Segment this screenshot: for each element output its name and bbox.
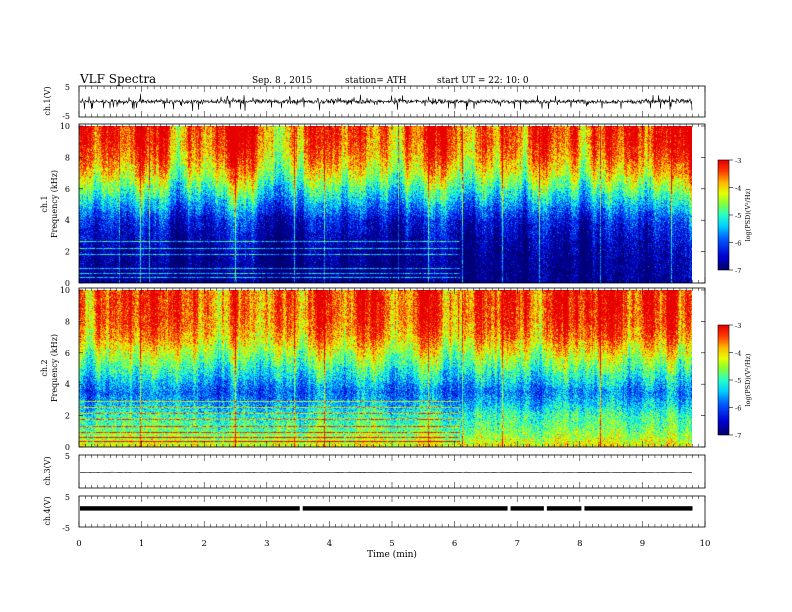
frequency-tick-label: 10	[60, 122, 70, 131]
colorbar-tick-label: -3	[735, 157, 741, 165]
ch1-spectrogram	[79, 126, 692, 283]
frequency-tick-label: 2	[65, 412, 70, 421]
ch3-ylabel: ch.3(V)	[43, 456, 52, 485]
ch4-segment	[302, 506, 508, 511]
ch4-ytick-top: 5	[65, 493, 70, 502]
ch3-waveform-panel: 5 ch.3(V)	[43, 452, 706, 489]
ch1-spectrogram-panel: 0 2 4 6 8 10 ch.1 Frequency (kHz)	[40, 122, 706, 288]
time-tick-label: 1	[139, 539, 144, 549]
ch2-spectrogram-panel: 0 2 4 6 8 10 ch.2 Frequency (kHz)	[40, 286, 706, 452]
ch2-colorbar: -3 -4 -5 -6 -7 log(PSD)(V²/Hz)	[717, 322, 752, 440]
colorbar-tick-label: -7	[735, 432, 741, 440]
ch2-colorbar-scale	[718, 325, 729, 435]
figure-title: VLF Spectra	[79, 72, 156, 86]
time-tick-label: 2	[201, 539, 206, 549]
ch1-colorbar-label: log(PSD)(V²/Hz)	[744, 188, 752, 241]
time-axis-label: Time (min)	[367, 549, 417, 560]
frequency-tick-label: 8	[65, 317, 70, 326]
frequency-tick-label: 4	[65, 216, 70, 225]
time-tick-label: 8	[577, 539, 582, 549]
frequency-tick-label: 10	[60, 286, 70, 295]
frequency-tick-label: 0	[65, 443, 70, 452]
ch1-frequency-label: Frequency (kHz)	[50, 170, 59, 238]
ch1-waveform-trace	[79, 93, 693, 112]
ch4-ylabel: ch.4(V)	[43, 496, 52, 525]
colorbar-tick-label: -6	[735, 405, 741, 413]
ch2-spectrogram	[79, 290, 692, 447]
ch4-waveform-panel: 5 -5 ch.4(V)	[43, 493, 706, 533]
ch2-frequency-label: Frequency (kHz)	[50, 334, 59, 402]
frequency-tick-label: 4	[65, 380, 70, 389]
time-tick-label: 0	[76, 539, 81, 549]
time-axis-labels: 0 1 2 3 4 5 6 7 8 9 10	[76, 539, 710, 549]
ch1-colorbar-scale	[718, 160, 729, 270]
time-tick-label: 10	[700, 539, 711, 549]
colorbar-tick-label: -4	[735, 185, 741, 193]
ch2-channel-label: ch.2	[40, 359, 49, 376]
time-tick-label: 5	[389, 539, 394, 549]
colorbar-tick-label: -6	[735, 240, 741, 248]
time-tick-label: 7	[514, 539, 519, 549]
ch1-waveform-panel: 5 -5 ch.1(V)	[43, 83, 706, 121]
date-label: Sep. 8 , 2015	[252, 76, 312, 86]
frequency-tick-label: 6	[65, 349, 70, 358]
ch3-waveform-trace	[80, 471, 693, 474]
ch1-channel-label: ch.1	[40, 195, 49, 212]
frequency-tick-label: 0	[65, 279, 70, 288]
ch3-ytick-top: 5	[65, 452, 70, 461]
ch4-segment	[80, 506, 300, 511]
station-label: station= ATH	[345, 76, 407, 86]
ch4-ytick-bottom: -5	[62, 524, 70, 533]
ch4-segment	[546, 506, 582, 511]
colorbar-tick-label: -7	[735, 267, 741, 275]
ch1-colorbar: -3 -4 -5 -6 -7 log(PSD)(V²/Hz)	[717, 157, 752, 275]
ch2-colorbar-ticks: -3 -4 -5 -6 -7	[729, 322, 741, 440]
colorbar-tick-label: -5	[735, 212, 741, 220]
colorbar-tick-label: -5	[735, 377, 741, 385]
time-axis-ticks	[78, 86, 706, 527]
ch1-ytick-top: 5	[65, 83, 70, 92]
ch4-waveform-trace	[80, 506, 693, 511]
frequency-tick-label: 2	[65, 248, 70, 257]
colorbar-tick-label: -4	[735, 350, 741, 358]
time-tick-label: 3	[264, 539, 269, 549]
time-tick-label: 9	[640, 539, 645, 549]
time-tick-label: 6	[452, 539, 457, 549]
time-tick-label: 4	[327, 539, 332, 549]
ch1-frequency-ticks: 0 2 4 6 8 10	[60, 122, 705, 288]
ch1-ytick-bottom: -5	[62, 112, 70, 121]
frequency-tick-label: 8	[65, 153, 70, 162]
start-time-label: start UT = 22: 10: 0	[437, 76, 529, 86]
ch2-frequency-ticks: 0 2 4 6 8 10	[60, 286, 705, 452]
ch1-ylabel: ch.1(V)	[43, 86, 52, 115]
ch4-segment	[510, 506, 544, 511]
ch1-colorbar-ticks: -3 -4 -5 -6 -7	[729, 157, 741, 275]
ch4-segment	[584, 506, 693, 511]
frequency-tick-label: 6	[65, 185, 70, 194]
colorbar-tick-label: -3	[735, 322, 741, 330]
ch2-colorbar-label: log(PSD)(V²/Hz)	[744, 353, 752, 406]
